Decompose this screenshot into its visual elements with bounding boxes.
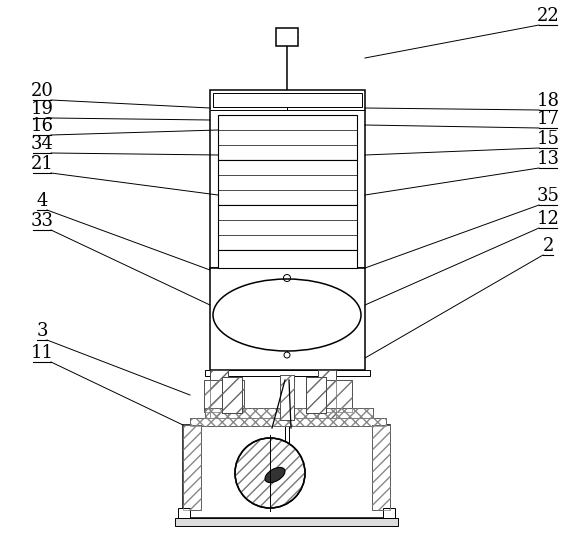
Text: 12: 12 — [537, 210, 560, 228]
Bar — [204, 380, 244, 412]
Bar — [190, 418, 386, 426]
Text: 20: 20 — [30, 82, 53, 100]
Bar — [210, 370, 228, 418]
Bar — [183, 425, 201, 510]
Circle shape — [235, 438, 305, 508]
Bar — [205, 408, 373, 418]
Bar — [280, 375, 294, 420]
Bar — [178, 508, 190, 518]
Bar — [218, 115, 357, 160]
Bar — [280, 375, 294, 420]
Bar — [372, 425, 390, 510]
Bar — [183, 425, 201, 510]
Text: 3: 3 — [36, 322, 48, 340]
Text: 13: 13 — [537, 150, 560, 168]
Text: 18: 18 — [537, 92, 560, 110]
Text: 35: 35 — [537, 187, 560, 205]
Ellipse shape — [265, 468, 285, 483]
Bar — [218, 205, 357, 250]
Text: 16: 16 — [30, 117, 53, 135]
Bar — [210, 90, 365, 268]
Bar — [222, 377, 242, 413]
Text: 21: 21 — [30, 155, 53, 173]
Bar — [318, 370, 336, 418]
Bar — [372, 425, 390, 510]
Bar — [383, 508, 395, 518]
Bar — [175, 518, 398, 526]
Bar — [218, 250, 357, 268]
Bar — [210, 370, 228, 418]
Bar — [213, 93, 362, 107]
Text: 17: 17 — [537, 110, 560, 128]
Bar — [183, 425, 390, 518]
Bar — [312, 380, 352, 412]
Bar — [204, 380, 244, 412]
Bar — [222, 377, 242, 413]
Bar — [205, 408, 373, 418]
Bar — [312, 380, 352, 412]
Text: 34: 34 — [30, 135, 53, 153]
Text: 22: 22 — [537, 7, 560, 25]
Text: 2: 2 — [542, 237, 554, 255]
Bar — [210, 268, 365, 370]
Text: 4: 4 — [36, 192, 48, 210]
Bar — [276, 28, 298, 46]
Text: 19: 19 — [30, 100, 53, 118]
Bar — [205, 370, 370, 376]
Bar — [218, 160, 357, 205]
Text: 15: 15 — [537, 130, 560, 148]
Text: 11: 11 — [30, 344, 53, 362]
Bar — [318, 370, 336, 418]
Text: 33: 33 — [30, 212, 53, 230]
Bar — [190, 418, 386, 426]
Bar — [306, 377, 326, 413]
Ellipse shape — [213, 279, 361, 351]
Bar — [306, 377, 326, 413]
